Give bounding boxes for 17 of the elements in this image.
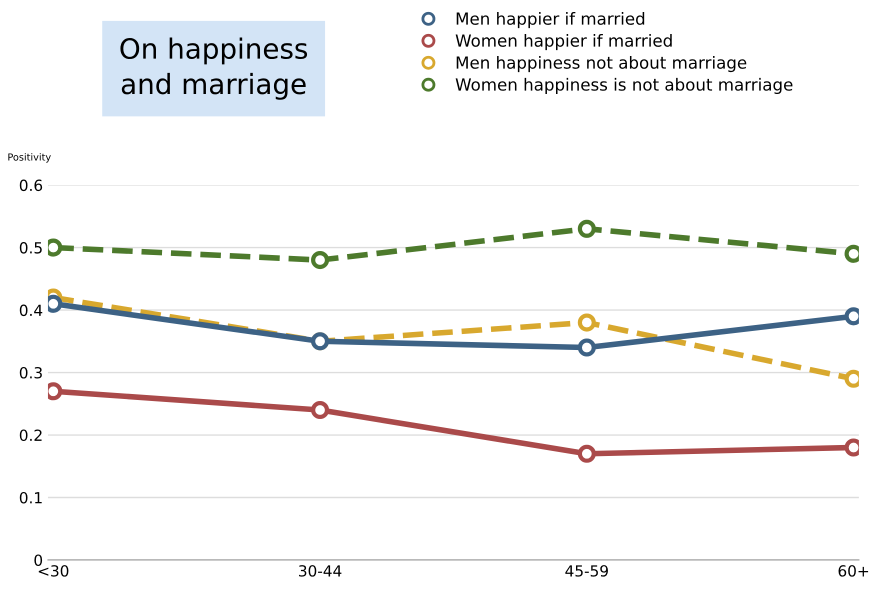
- x-tick-label: 60+: [838, 565, 868, 577]
- legend-label: Women happiness is not about marriage: [456, 78, 792, 94]
- legend-label: Women happier if married: [456, 34, 672, 50]
- y-tick-label: 0.2: [20, 429, 42, 442]
- y-axis-title: Positivity: [8, 153, 51, 163]
- y-tick-label: 0.6: [20, 180, 42, 192]
- legend-label: Men happier if married: [456, 12, 644, 28]
- x-tick-label: 30-44: [299, 565, 342, 577]
- y-tick-label: 0.5: [20, 242, 42, 254]
- x-tick-label: 45-59: [565, 565, 608, 577]
- y-tick-label: 0.4: [20, 304, 42, 316]
- legend-label: Men happiness not about marriage: [456, 56, 746, 72]
- y-tick-label: 0.1: [20, 492, 42, 504]
- y-tick-label: 0.3: [20, 366, 42, 379]
- chart-title: On happiness and marriage: [120, 38, 308, 100]
- x-tick-label: <30: [38, 565, 68, 577]
- y-tick-label: 0: [34, 554, 42, 566]
